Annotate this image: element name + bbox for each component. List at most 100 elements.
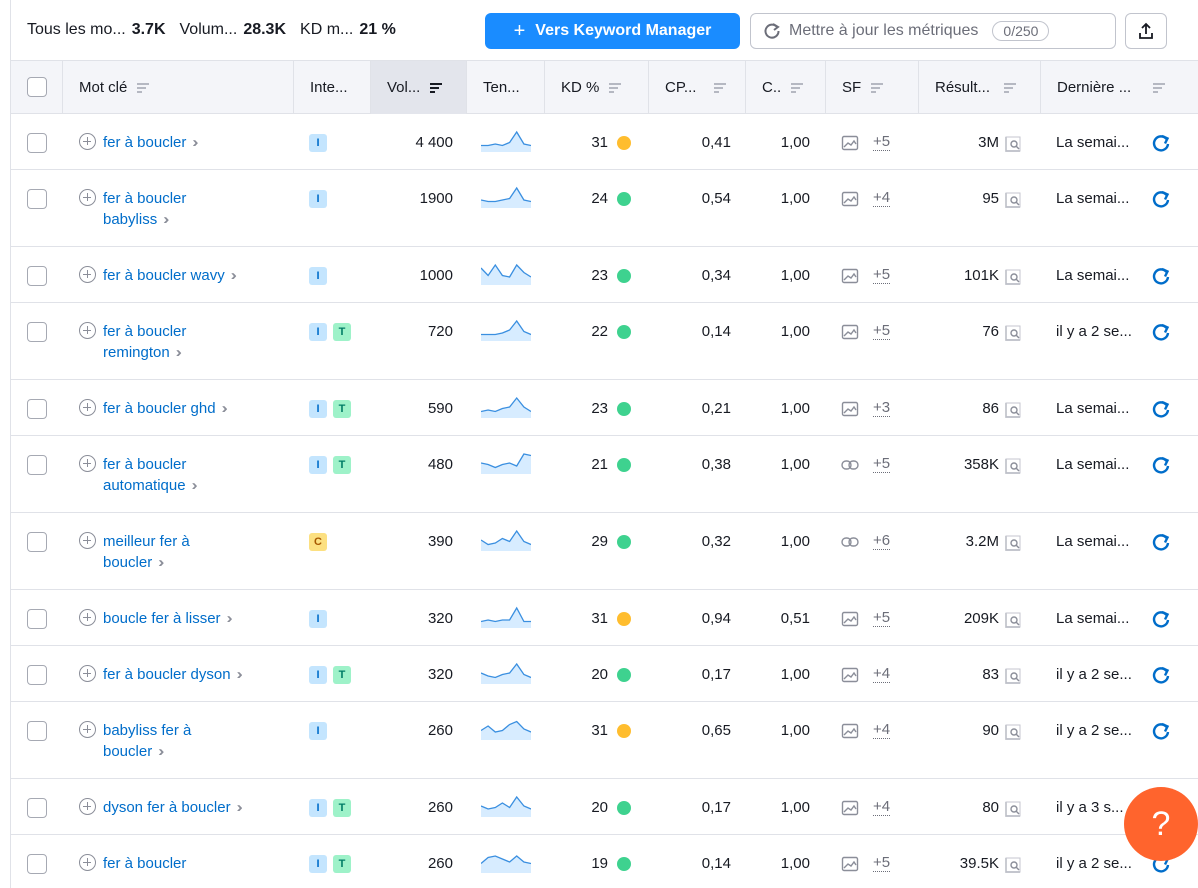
add-keyword-icon[interactable] xyxy=(79,399,96,416)
refresh-icon[interactable] xyxy=(1151,399,1171,419)
add-keyword-icon[interactable] xyxy=(79,266,96,283)
row-checkbox[interactable] xyxy=(27,532,47,552)
row-checkbox[interactable] xyxy=(27,399,47,419)
refresh-icon[interactable] xyxy=(1151,455,1171,475)
serp-expand-icon[interactable]: ›› xyxy=(158,743,164,760)
keyword-link[interactable]: fer à boucler ghd ›› xyxy=(103,398,228,419)
serp-snapshot-icon[interactable] xyxy=(1004,325,1022,341)
export-button[interactable] xyxy=(1125,13,1167,49)
keyword-link[interactable]: babyliss fer à boucler ›› xyxy=(103,720,191,762)
sf-more-link[interactable]: +4 xyxy=(873,189,891,207)
sf-more-link[interactable]: +5 xyxy=(873,854,891,872)
intent-cell: I xyxy=(309,134,327,152)
serp-expand-icon[interactable]: ›› xyxy=(226,610,233,627)
row-checkbox[interactable] xyxy=(27,133,47,153)
row-checkbox[interactable] xyxy=(27,665,47,685)
sf-more-link[interactable]: +5 xyxy=(873,455,891,473)
serp-snapshot-icon[interactable] xyxy=(1004,402,1022,418)
serp-snapshot-icon[interactable] xyxy=(1004,857,1022,873)
keyword-manager-button[interactable]: + Vers Keyword Manager xyxy=(485,13,740,49)
serp-expand-icon[interactable]: ›› xyxy=(192,134,198,151)
add-keyword-icon[interactable] xyxy=(79,189,96,206)
sf-more-link[interactable]: +5 xyxy=(873,322,891,340)
add-keyword-icon[interactable] xyxy=(79,665,96,682)
add-keyword-icon[interactable] xyxy=(79,455,96,472)
refresh-icon[interactable] xyxy=(1151,266,1171,286)
serp-expand-icon[interactable]: ›› xyxy=(163,211,169,228)
sf-more-link[interactable]: +5 xyxy=(873,609,891,627)
col-cpc[interactable]: CP... xyxy=(649,61,746,114)
serp-expand-icon[interactable]: ›› xyxy=(175,344,182,361)
row-checkbox[interactable] xyxy=(27,854,47,874)
serp-expand-icon[interactable]: ›› xyxy=(236,666,243,683)
serp-expand-icon[interactable]: ›› xyxy=(221,400,228,417)
volume-value: 1000 xyxy=(419,267,453,284)
serp-snapshot-icon[interactable] xyxy=(1004,458,1022,474)
refresh-icon[interactable] xyxy=(1151,721,1171,741)
keyword-link[interactable]: fer à boucler xyxy=(103,853,186,874)
add-keyword-icon[interactable] xyxy=(79,532,96,549)
refresh-icon[interactable] xyxy=(1151,189,1171,209)
serp-snapshot-icon[interactable] xyxy=(1004,136,1022,152)
row-checkbox[interactable] xyxy=(27,721,47,741)
serp-snapshot-icon[interactable] xyxy=(1004,668,1022,684)
select-all-checkbox[interactable] xyxy=(27,77,47,97)
col-last-update[interactable]: Dernière ... xyxy=(1041,61,1198,114)
serp-expand-icon[interactable]: ›› xyxy=(230,267,237,284)
update-metrics-button[interactable]: Mettre à jour les métriques 0/250 xyxy=(750,13,1116,49)
keyword-link[interactable]: fer à boucler wavy ›› xyxy=(103,265,237,286)
row-checkbox[interactable] xyxy=(27,609,47,629)
sf-more-link[interactable]: +5 xyxy=(873,133,891,151)
keyword-link[interactable]: fer à boucler ›› xyxy=(103,132,198,153)
keyword-link[interactable]: fer à boucler dyson ›› xyxy=(103,664,243,685)
add-keyword-icon[interactable] xyxy=(79,133,96,150)
serp-snapshot-icon[interactable] xyxy=(1004,612,1022,628)
serp-snapshot-icon[interactable] xyxy=(1004,192,1022,208)
refresh-icon[interactable] xyxy=(1151,609,1171,629)
col-trend[interactable]: Ten... xyxy=(467,61,545,114)
refresh-icon[interactable] xyxy=(1151,133,1171,153)
sf-more-link[interactable]: +4 xyxy=(873,798,891,816)
add-keyword-icon[interactable] xyxy=(79,798,96,815)
refresh-icon[interactable] xyxy=(1151,322,1171,342)
keyword-link[interactable]: fer à boucler remington ›› xyxy=(103,321,186,363)
col-kd[interactable]: KD % xyxy=(545,61,649,114)
serp-expand-icon[interactable]: ›› xyxy=(191,477,198,494)
row-checkbox[interactable] xyxy=(27,322,47,342)
keyword-text: fer à boucler xyxy=(103,855,187,872)
col-sf[interactable]: SF xyxy=(826,61,919,114)
keyword-link[interactable]: boucle fer à lisser ›› xyxy=(103,608,233,629)
row-checkbox[interactable] xyxy=(27,798,47,818)
sf-more-link[interactable]: +5 xyxy=(873,266,891,284)
add-keyword-icon[interactable] xyxy=(79,609,96,626)
add-keyword-icon[interactable] xyxy=(79,854,96,871)
serp-snapshot-icon[interactable] xyxy=(1004,269,1022,285)
add-keyword-icon[interactable] xyxy=(79,721,96,738)
col-keyword[interactable]: Mot clé xyxy=(63,61,294,114)
sf-more-link[interactable]: +4 xyxy=(873,665,891,683)
col-volume[interactable]: Vol... xyxy=(371,61,467,114)
serp-snapshot-icon[interactable] xyxy=(1004,535,1022,551)
row-checkbox[interactable] xyxy=(27,266,47,286)
help-button[interactable]: ? xyxy=(1124,787,1198,861)
serp-expand-icon[interactable]: ›› xyxy=(158,554,164,571)
add-keyword-icon[interactable] xyxy=(79,322,96,339)
keyword-link[interactable]: meilleur fer à boucler ›› xyxy=(103,531,190,573)
keyword-link[interactable]: fer à boucler automatique ›› xyxy=(103,454,198,496)
sf-more-link[interactable]: +4 xyxy=(873,721,891,739)
serp-expand-icon[interactable]: ›› xyxy=(236,799,243,816)
row-checkbox[interactable] xyxy=(27,189,47,209)
sf-more-link[interactable]: +6 xyxy=(873,532,891,550)
refresh-icon[interactable] xyxy=(1151,665,1171,685)
col-intent[interactable]: Inte... xyxy=(294,61,371,114)
serp-snapshot-icon[interactable] xyxy=(1004,801,1022,817)
serp-snapshot-icon[interactable] xyxy=(1004,724,1022,740)
refresh-icon[interactable] xyxy=(1151,532,1171,552)
sf-more-link[interactable]: +3 xyxy=(873,399,891,417)
keyword-link[interactable]: fer à boucler babyliss ›› xyxy=(103,188,186,230)
col-competition[interactable]: C.. xyxy=(746,61,826,114)
col-results[interactable]: Résult... xyxy=(919,61,1041,114)
row-checkbox[interactable] xyxy=(27,455,47,475)
keyword-link[interactable]: dyson fer à boucler ›› xyxy=(103,797,243,818)
